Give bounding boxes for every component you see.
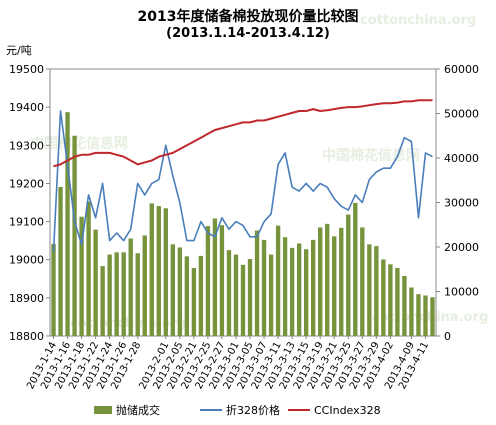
- chart-title: 2013年度储备棉投放现价量比较图: [137, 9, 359, 25]
- bar-trading-volume: [261, 239, 267, 336]
- bar-trading-volume: [275, 225, 281, 336]
- bar-trading-volume: [325, 223, 330, 336]
- bar-trading-volume: [254, 230, 260, 336]
- left-axis-tick-label: 18900: [9, 292, 44, 305]
- bar-trading-volume: [212, 218, 218, 336]
- bar-trading-volume: [177, 247, 183, 336]
- bar-trading-volume: [205, 226, 211, 336]
- left-axis-tick-label: 19000: [9, 254, 44, 267]
- bar-trading-volume: [416, 294, 421, 336]
- legend-label: 折328价格: [226, 403, 280, 417]
- bar-trading-volume: [79, 216, 84, 336]
- left-axis-tick-label: 19400: [9, 101, 44, 114]
- bar-trading-volume: [58, 186, 63, 336]
- bar-trading-volume: [226, 250, 232, 336]
- bar-trading-volume: [163, 208, 168, 336]
- right-axis-tick-label: 40000: [444, 152, 479, 165]
- bar-trading-volume: [156, 206, 161, 336]
- bar-trading-volume: [311, 239, 316, 336]
- right-axis-tick-label: 30000: [444, 197, 479, 210]
- watermark-text: cottonchina.org: [372, 310, 488, 325]
- left-axis-unit: 元/吨: [6, 44, 32, 57]
- legend-swatch-bar: [94, 406, 112, 414]
- bar-trading-volume: [51, 243, 56, 336]
- bar-trading-volume: [388, 264, 393, 336]
- right-axis-tick-label: 60000: [444, 63, 479, 76]
- bar-trading-volume: [282, 237, 288, 336]
- bar-trading-volume: [367, 244, 372, 336]
- bar-trading-volume: [149, 203, 154, 336]
- bar-trading-volume: [135, 253, 140, 336]
- left-axis-tick-label: 19200: [9, 177, 44, 190]
- bar-trading-volume: [114, 252, 119, 336]
- bar-trading-volume: [346, 214, 351, 336]
- bar-trading-volume: [93, 229, 98, 336]
- right-axis-tick-label: 50000: [444, 108, 479, 121]
- bar-trading-volume: [381, 259, 386, 336]
- left-axis-tick-label: 19300: [9, 139, 44, 152]
- bar-trading-volume: [296, 243, 302, 336]
- line-ccindex-328: [53, 99, 433, 168]
- bar-trading-volume: [332, 236, 337, 336]
- bar-trading-volume: [86, 201, 91, 336]
- bar-trading-volume: [339, 227, 344, 336]
- watermark-text: cottonchina.org: [360, 13, 476, 28]
- bar-trading-volume: [184, 256, 190, 336]
- bar-trading-volume: [72, 135, 77, 336]
- bar-trading-volume: [170, 244, 175, 336]
- bar-trading-volume: [268, 254, 274, 336]
- bar-trading-volume: [318, 227, 323, 336]
- watermark-text: 中国棉花信息网: [322, 147, 420, 164]
- bar-trading-volume: [402, 275, 407, 336]
- bar-trading-volume: [191, 267, 197, 336]
- bar-trading-volume: [233, 254, 239, 336]
- bar-trading-volume: [353, 202, 358, 336]
- bar-trading-volume: [100, 266, 105, 336]
- bar-trading-volume: [374, 246, 379, 336]
- right-axis-tick-label: 0: [444, 330, 451, 343]
- bar-trading-volume: [303, 249, 309, 336]
- bar-trading-volume: [409, 287, 414, 336]
- bar-trading-volume: [247, 259, 253, 336]
- bar-trading-volume: [430, 297, 435, 336]
- right-axis-tick-label: 10000: [444, 286, 479, 299]
- chart-subtitle: (2013.1.14-2013.4.12): [166, 26, 330, 41]
- left-axis-tick-label: 19500: [9, 63, 44, 76]
- watermark-text: 中国棉花信息网: [30, 135, 128, 152]
- bar-trading-volume: [198, 255, 204, 336]
- bar-trading-volume: [360, 227, 365, 336]
- bar-trading-volume: [142, 235, 147, 336]
- legend-label: 抛储成交: [116, 403, 160, 417]
- legend-label: CCIndex328: [314, 404, 381, 417]
- bar-trading-volume: [107, 254, 112, 336]
- bar-trading-volume: [240, 264, 246, 336]
- bar-trading-volume: [128, 238, 133, 336]
- line-price-328: [52, 110, 433, 253]
- bar-trading-volume: [395, 267, 400, 336]
- left-axis-tick-label: 19100: [9, 216, 44, 229]
- right-axis-tick-label: 20000: [444, 241, 479, 254]
- bar-trading-volume: [65, 112, 70, 336]
- bar-trading-volume: [219, 225, 225, 336]
- bar-trading-volume: [423, 295, 428, 336]
- bar-trading-volume: [289, 247, 295, 336]
- left-axis-tick-label: 18800: [9, 330, 44, 343]
- bar-trading-volume: [121, 252, 126, 336]
